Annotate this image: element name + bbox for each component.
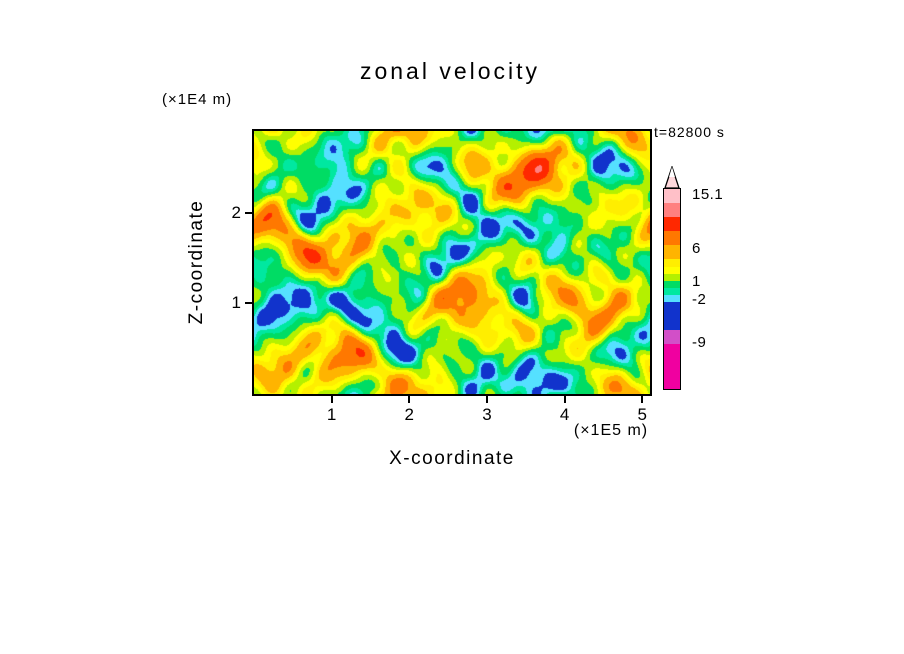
- colorbar-segment: [664, 267, 680, 274]
- contour-field-canvas: [254, 131, 650, 394]
- colorbar-label: 6: [692, 240, 701, 257]
- colorbar-label: 1: [692, 273, 701, 290]
- colorbar-segments: [663, 188, 681, 390]
- y-axis-tick-label: 1: [231, 293, 241, 313]
- colorbar-segment: [664, 259, 680, 267]
- colorbar-label: 15.1: [692, 186, 724, 203]
- colorbar: 15.1 6 1 -2 -9: [662, 166, 723, 390]
- colorbar-segment: [664, 245, 680, 259]
- colorbar-label: -2: [692, 291, 707, 308]
- x-axis-tick-label: 2: [404, 405, 415, 424]
- x-axis-tick-label: 5: [637, 405, 647, 424]
- colorbar-label: -9: [692, 334, 707, 351]
- colorbar-segment: [664, 281, 680, 288]
- x-axis-title: X-coordinate: [389, 448, 515, 469]
- x-axis-tick: [408, 396, 411, 403]
- colorbar-segment: [664, 330, 680, 344]
- colorbar-segment: [664, 302, 680, 330]
- colorbar-segment: [664, 295, 680, 302]
- plot-area: 1 2 3 4 5 1 2: [232, 129, 652, 424]
- x-axis-tick: [563, 396, 566, 403]
- colorbar-segment: [664, 217, 680, 231]
- colorbar-segment: [664, 274, 680, 281]
- colorbar-segment: [664, 344, 680, 389]
- chart-title: zonal velocity: [359, 58, 541, 84]
- time-annotation: t=82800 s: [654, 124, 725, 140]
- x-axis-tick-label: 3: [482, 405, 492, 424]
- y-axis-tick-label: 2: [231, 202, 241, 222]
- colorbar-segment: [664, 288, 680, 295]
- x-axis-tick-label: 1: [326, 405, 337, 424]
- y-axis-tick: [245, 211, 252, 214]
- colorbar-segment: [664, 189, 680, 203]
- x-axis-tick: [641, 396, 644, 403]
- colorbar-arrow-tip-icon: [664, 166, 680, 188]
- x-axis-tick-label: 4: [559, 405, 570, 424]
- colorbar-segment: [664, 203, 680, 217]
- x-axis-tick: [485, 396, 488, 403]
- y-axis-units-label: (×1E4 m): [162, 91, 233, 108]
- y-axis-tick: [245, 302, 252, 305]
- y-axis-title: Z-coordinate: [186, 199, 207, 325]
- colorbar-segment: [664, 231, 680, 245]
- x-axis-units-label: (×1E5 m): [573, 422, 649, 439]
- x-axis-tick: [330, 396, 333, 403]
